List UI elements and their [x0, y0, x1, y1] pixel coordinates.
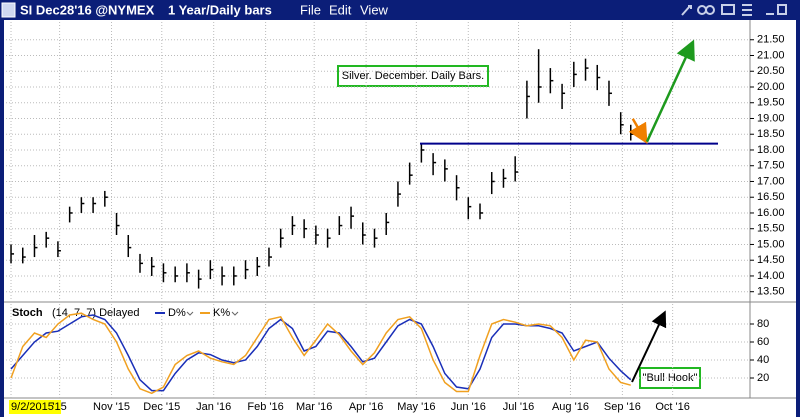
y-tick-label: 20.00 — [757, 81, 785, 93]
x-tick-label: '15 — [52, 401, 66, 413]
date-highlight — [9, 400, 62, 414]
stoch-line — [10, 312, 631, 395]
y-tick-label: 16.00 — [757, 207, 785, 219]
y-tick-label: 15.50 — [757, 223, 785, 235]
y-tick-label: 17.00 — [757, 175, 785, 187]
toolbar-icons[interactable] — [681, 4, 787, 16]
x-tick-label: 9/2/2015 — [11, 401, 54, 413]
y-tick-label: 18.50 — [757, 128, 785, 140]
x-tick-label: Oct '16 — [655, 401, 690, 413]
stoch-params: (14, 7, 7) Delayed — [52, 307, 139, 319]
x-tick-label: Aug '16 — [552, 401, 589, 413]
title-bar — [0, 0, 800, 20]
menu-file[interactable]: File — [300, 2, 321, 17]
right-frame — [796, 20, 800, 417]
y-tick-label: 19.00 — [757, 112, 785, 124]
menu-edit[interactable]: Edit — [329, 2, 352, 17]
legend-label: K% — [213, 307, 230, 319]
y-tick-label: 60 — [757, 336, 769, 348]
y-tick-label: 16.50 — [757, 191, 785, 203]
period[interactable]: 1 Year/Daily bars — [168, 2, 272, 17]
x-tick-label: Apr '16 — [349, 401, 384, 413]
window-icon[interactable] — [1, 2, 16, 18]
y-tick-label: 40 — [757, 354, 769, 366]
x-tick-label: Feb '16 — [247, 401, 283, 413]
y-tick-label: 15.00 — [757, 238, 785, 250]
x-tick-label: Dec '15 — [143, 401, 180, 413]
legend-dropdown — [231, 311, 239, 316]
y-tick-label: 20.50 — [757, 65, 785, 77]
menu-view[interactable]: View — [360, 2, 389, 17]
y-tick-label: 21.50 — [757, 34, 785, 46]
y-tick-label: 17.50 — [757, 160, 785, 172]
y-tick-label: 20 — [757, 372, 769, 384]
symbol: SI Dec28'16 @NYMEX — [20, 2, 155, 17]
y-tick-label: 14.50 — [757, 254, 785, 266]
x-tick-label: Jul '16 — [503, 401, 534, 413]
annotation: "Bull Hook" — [643, 372, 698, 384]
y-tick-label: 19.50 — [757, 97, 785, 109]
x-tick-label: Mar '16 — [296, 401, 332, 413]
x-tick-label: Jun '16 — [451, 401, 486, 413]
left-frame — [0, 20, 4, 417]
arrow-down — [628, 118, 648, 144]
y-tick-label: 18.00 — [757, 144, 785, 156]
y-tick-label: 80 — [757, 318, 769, 330]
arrow-hook — [631, 310, 667, 383]
x-tick-label: Jan '16 — [196, 401, 231, 413]
stoch-title: Stoch — [12, 307, 43, 319]
arrow-up — [645, 39, 695, 143]
x-tick-label: Nov '15 — [93, 401, 130, 413]
y-tick-label: 13.50 — [757, 286, 785, 298]
y-tick-label: 14.00 — [757, 270, 785, 282]
y-tick-label: 21.00 — [757, 49, 785, 61]
legend-label: D% — [168, 307, 186, 319]
annotation: Silver. December. Daily Bars. — [342, 70, 484, 82]
x-tick-label: Sep '16 — [604, 401, 641, 413]
x-tick-label: May '16 — [397, 401, 435, 413]
legend-dropdown — [186, 311, 194, 316]
